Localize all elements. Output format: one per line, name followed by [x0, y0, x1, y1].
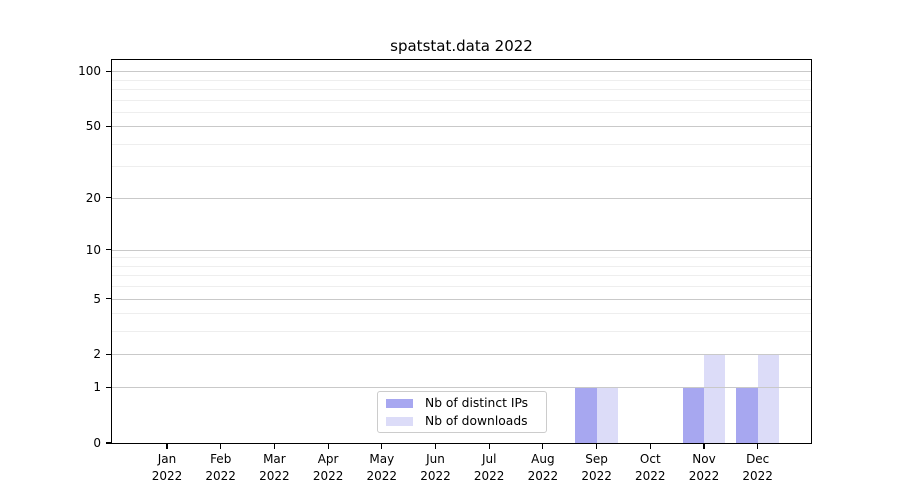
minor-gridline [112, 257, 811, 259]
y-tick-label: 5 [93, 291, 101, 306]
x-tick-label: Jul 2022 [457, 451, 521, 484]
x-tick-label: Mar 2022 [242, 451, 306, 484]
bar-distinct-ips-sep [575, 387, 597, 443]
minor-gridline [112, 166, 811, 168]
minor-gridline [112, 143, 811, 145]
x-tick-year: 2022 [688, 468, 720, 483]
y-tick-label: 0 [93, 436, 101, 450]
y-tick-mark [105, 125, 112, 127]
bar-distinct-ips-dec [736, 387, 758, 443]
x-tick-month: Jun [426, 452, 445, 466]
x-tick-label: Jun 2022 [404, 451, 468, 484]
x-tick-year: 2022 [366, 468, 398, 483]
y-tick-mark [105, 197, 112, 199]
x-tick-month: Apr [317, 452, 339, 466]
x-tick-year: 2022 [635, 468, 666, 483]
x-tick-month: Jan [157, 452, 177, 466]
y-tick-mark [105, 442, 112, 444]
x-tick-label: Feb 2022 [189, 451, 253, 484]
major-gridline [112, 249, 811, 251]
x-tick-month: Feb [210, 452, 232, 466]
minor-gridline [112, 275, 811, 277]
y-tick-mark [105, 353, 112, 356]
major-gridline [112, 387, 811, 389]
y-tick-label: 50 [85, 119, 101, 134]
x-tick-label: Jan 2022 [135, 451, 199, 484]
bar-downloads-dec [757, 354, 780, 443]
y-tick-mark [105, 70, 112, 72]
x-tick-label: Apr 2022 [296, 451, 360, 484]
major-gridline [112, 126, 811, 128]
major-gridline [112, 71, 811, 73]
x-tick-mark [434, 444, 437, 449]
x-tick-mark [757, 444, 759, 449]
x-tick-mark [596, 444, 598, 449]
x-tick-label: Oct 2022 [618, 451, 682, 484]
minor-gridline [112, 88, 811, 90]
x-tick-month: Oct [639, 452, 661, 466]
x-tick-mark [273, 444, 275, 449]
y-tick-mark [105, 298, 112, 300]
x-tick-mark [220, 444, 222, 449]
x-tick-month: Jul [481, 452, 497, 466]
x-tick-year: 2022 [312, 468, 344, 483]
chart-title: spatstat.data 2022 [390, 37, 533, 55]
y-tick-label: 2 [93, 347, 101, 362]
x-tick-label: May 2022 [350, 451, 414, 484]
y-tick-label: 10 [85, 242, 101, 257]
legend: Nb of distinct IPs Nb of downloads [377, 391, 547, 433]
y-tick-label: 20 [85, 190, 101, 205]
minor-gridline [112, 286, 811, 288]
minor-gridline [112, 111, 811, 113]
bar-distinct-ips-nov [682, 387, 704, 443]
y-tick-mark [105, 386, 112, 388]
legend-swatch-distinct-ips [386, 398, 413, 408]
x-tick-month: Sep [585, 452, 608, 466]
x-tick-label: Aug 2022 [511, 451, 575, 484]
x-tick-month: Nov [692, 452, 716, 466]
x-tick-year: 2022 [151, 468, 183, 483]
major-gridline [112, 298, 811, 300]
y-tick-label: 100 [78, 64, 101, 79]
minor-gridline [112, 331, 811, 333]
minor-gridline [112, 79, 811, 81]
legend-row: Nb of downloads [386, 414, 546, 429]
x-tick-month: Aug [531, 452, 555, 466]
bar-downloads-nov [704, 354, 726, 443]
bar-downloads-sep [596, 387, 618, 443]
minor-gridline [112, 99, 811, 101]
major-gridline [112, 354, 811, 356]
x-tick-year: 2022 [527, 468, 559, 483]
legend-swatch-downloads [386, 416, 413, 426]
x-tick-year: 2022 [259, 468, 290, 483]
x-tick-label: Sep 2022 [565, 451, 629, 484]
x-tick-month: Dec [746, 452, 770, 466]
x-tick-mark [542, 444, 544, 449]
x-tick-month: Mar [263, 452, 286, 466]
x-tick-year: 2022 [742, 468, 773, 483]
x-tick-mark [166, 444, 168, 449]
legend-label: Nb of downloads [425, 414, 528, 428]
x-tick-mark [703, 444, 705, 449]
major-gridline [112, 197, 811, 199]
x-tick-mark [488, 444, 490, 449]
x-tick-mark [381, 444, 383, 449]
minor-gridline [112, 313, 811, 315]
x-tick-label: Dec 2022 [726, 451, 790, 484]
x-tick-mark [327, 444, 329, 449]
legend-row: Nb of distinct IPs [386, 396, 546, 411]
plot-area [112, 60, 811, 443]
x-tick-month: May [369, 452, 395, 466]
x-tick-year: 2022 [420, 468, 451, 483]
x-tick-year: 2022 [473, 468, 505, 483]
x-tick-label: Nov 2022 [672, 451, 736, 484]
legend-label: Nb of distinct IPs [425, 396, 529, 410]
x-tick-year: 2022 [205, 468, 236, 483]
y-tick-mark [105, 249, 112, 251]
minor-gridline [112, 265, 811, 267]
x-tick-mark [649, 444, 651, 449]
y-tick-label: 1 [93, 380, 101, 395]
x-tick-year: 2022 [581, 468, 612, 483]
